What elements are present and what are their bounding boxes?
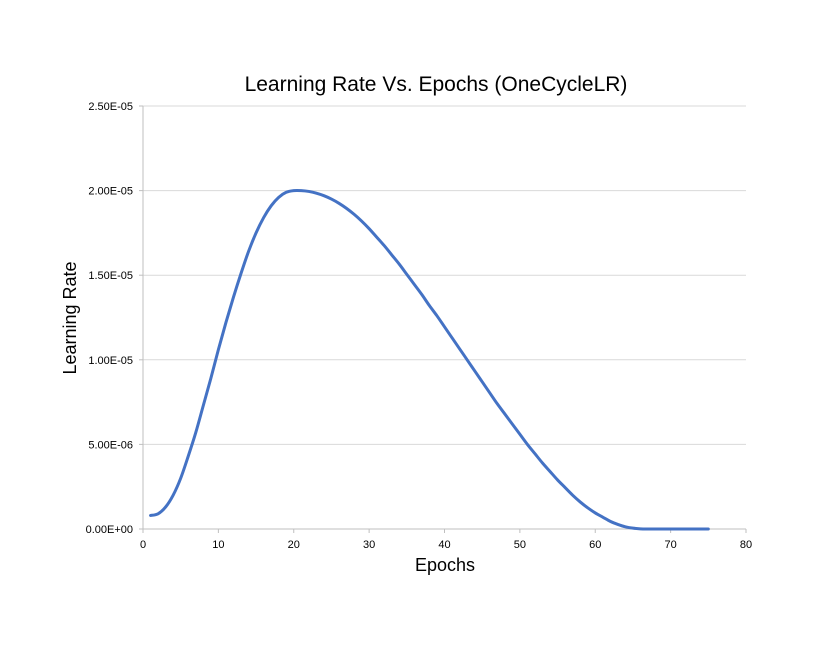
x-tick-label: 40 (438, 539, 450, 551)
chart-title: Learning Rate Vs. Epochs (OneCycleLR) (245, 73, 628, 96)
y-tick-label: 2.00E-05 (88, 186, 133, 198)
x-tick-label: 80 (740, 539, 752, 551)
x-axis-title: Epochs (415, 555, 475, 575)
y-axis-title: Learning Rate (60, 261, 80, 374)
series-line (149, 188, 710, 531)
series-layer (149, 188, 710, 531)
tick-labels: 0.00E+00 5.00E-06 1.00E-05 1.50E-05 2.00E-05… (86, 101, 753, 551)
x-tick-label: 20 (288, 539, 300, 551)
y-tick-label: 1.00E-05 (88, 355, 133, 367)
x-tick-label: 10 (212, 539, 224, 551)
gridlines (143, 105, 746, 445)
y-tick-label: 1.50E-05 (88, 270, 133, 282)
y-tick-label: 2.50E-05 (88, 101, 133, 113)
x-tick-label: 0 (140, 539, 146, 551)
y-tick-label: 5.00E-06 (88, 439, 133, 451)
x-tick-label: 50 (514, 539, 526, 551)
x-tick-label: 70 (665, 539, 677, 551)
y-tick-label: 0.00E+00 (86, 524, 133, 536)
x-tick-label: 60 (589, 539, 601, 551)
x-tick-label: 30 (363, 539, 375, 551)
